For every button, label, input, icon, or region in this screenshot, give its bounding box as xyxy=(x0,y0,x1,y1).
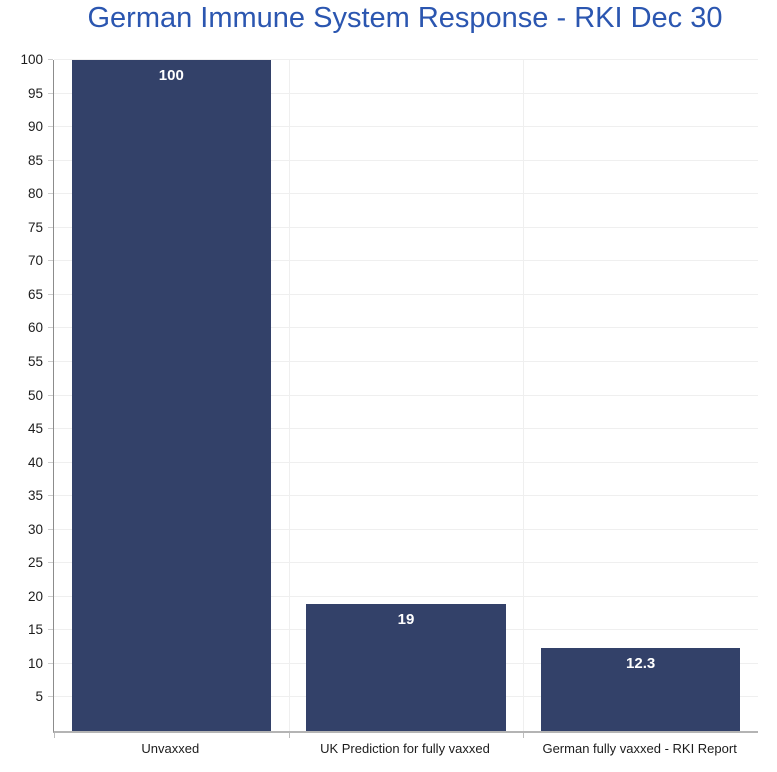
y-tick-label: 45 xyxy=(27,421,43,437)
y-tick-label: 90 xyxy=(27,119,43,135)
x-category-label: German fully vaxxed - RKI Report xyxy=(542,741,737,756)
y-tick-mark xyxy=(48,461,53,463)
y-tick-label: 20 xyxy=(27,588,43,604)
y-tick-label: 5 xyxy=(35,689,43,705)
y-tick-mark xyxy=(48,495,53,497)
y-gridline xyxy=(54,562,758,564)
y-axis: 5 10 15 20 25 30 35 40 45 50 55 60 65 70 75 80 85 90 95 100 xyxy=(0,52,43,731)
y-tick-mark xyxy=(48,193,53,195)
y-tick-label: 35 xyxy=(27,488,43,504)
chart-title: German Immune System Response - RKI Dec … xyxy=(87,2,723,34)
y-gridline xyxy=(54,394,758,396)
y-tick-mark xyxy=(48,562,53,564)
y-tick-mark xyxy=(48,595,53,597)
y-tick-label: 70 xyxy=(27,253,43,269)
y-gridline xyxy=(54,528,758,530)
x-category-label: Unvaxxed xyxy=(141,741,200,756)
y-tick-label: 85 xyxy=(27,152,43,168)
y-tick-mark xyxy=(48,394,53,396)
y-gridline xyxy=(54,595,758,597)
x-tick-mark xyxy=(288,733,290,738)
x-tick-mark xyxy=(523,733,525,738)
y-gridline xyxy=(54,495,758,497)
y-tick-label: 60 xyxy=(27,320,43,336)
y-tick-label: 55 xyxy=(27,353,43,369)
y-tick-label: 40 xyxy=(27,454,43,470)
y-tick-mark xyxy=(48,159,53,161)
y-tick-mark xyxy=(48,260,53,262)
y-gridline xyxy=(54,461,758,463)
y-tick-mark xyxy=(48,528,53,530)
y-tick-mark xyxy=(48,59,53,60)
bar: 100 xyxy=(71,60,272,731)
y-gridline xyxy=(54,92,758,94)
y-tick-label: 10 xyxy=(27,655,43,671)
bar-value-label: 100 xyxy=(158,67,184,84)
y-tick-label: 100 xyxy=(20,52,43,67)
y-tick-mark xyxy=(48,92,53,94)
x-axis-labels: Unvaxxed UK Prediction for fully vaxxed Ge… xyxy=(53,736,757,762)
y-tick-mark xyxy=(48,226,53,228)
y-tick-label: 80 xyxy=(27,186,43,202)
x-gridline xyxy=(288,60,290,731)
y-tick-label: 50 xyxy=(27,387,43,403)
bar: 12.3 xyxy=(540,648,741,731)
y-tick-mark xyxy=(48,696,53,698)
y-gridline xyxy=(54,327,758,329)
x-gridline xyxy=(523,60,525,731)
y-gridline xyxy=(54,226,758,228)
y-tick-label: 15 xyxy=(27,622,43,638)
bar: 19 xyxy=(306,603,506,731)
x-tick-mark xyxy=(54,733,55,738)
plot-area: 100 19 12.3 xyxy=(48,59,758,738)
x-category-label: UK Prediction for fully vaxxed xyxy=(320,741,490,756)
bar-value-label: 12.3 xyxy=(626,655,656,673)
y-gridline xyxy=(54,159,758,161)
y-gridline xyxy=(54,428,758,430)
y-tick-label: 30 xyxy=(27,521,43,537)
y-gridline xyxy=(54,293,758,295)
y-gridline xyxy=(54,59,758,60)
y-tick-mark xyxy=(48,428,53,430)
y-tick-label: 65 xyxy=(27,286,43,302)
y-tick-label: 75 xyxy=(27,219,43,235)
y-tick-label: 95 xyxy=(27,85,43,101)
y-gridline xyxy=(54,126,758,128)
y-tick-mark xyxy=(48,360,53,362)
y-tick-mark xyxy=(48,629,53,631)
y-tick-mark xyxy=(48,662,53,664)
y-gridline xyxy=(54,193,758,195)
y-tick-mark xyxy=(48,126,53,128)
y-tick-mark xyxy=(48,327,53,329)
y-gridline xyxy=(54,260,758,262)
y-gridline xyxy=(54,360,758,362)
y-tick-label: 25 xyxy=(27,555,43,571)
bar-value-label: 19 xyxy=(397,610,415,628)
y-tick-mark xyxy=(48,293,53,295)
